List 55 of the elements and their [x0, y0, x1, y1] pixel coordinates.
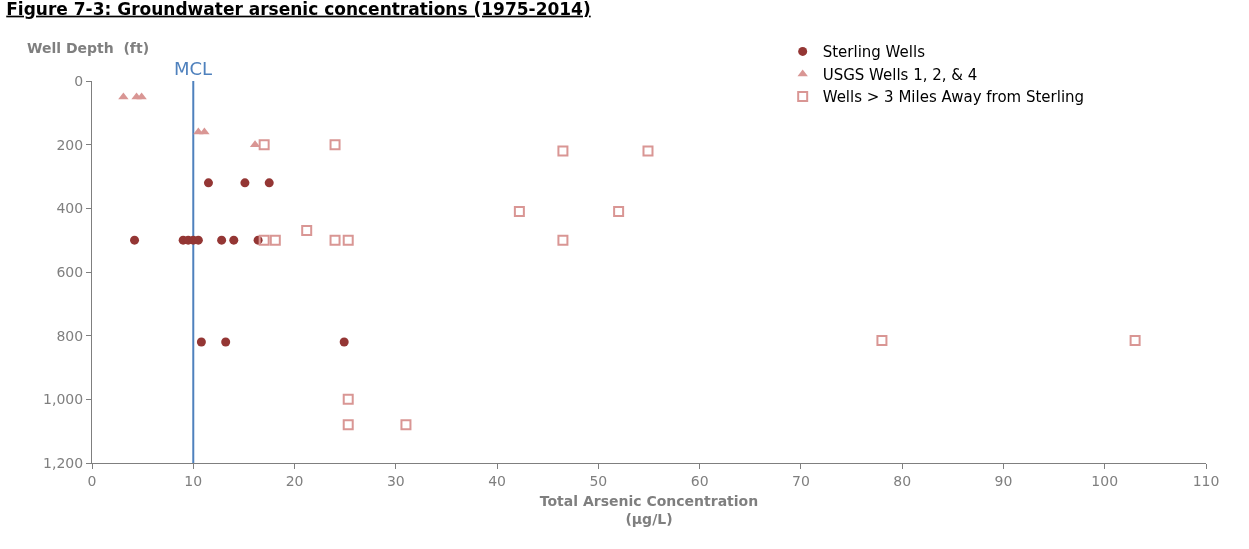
point — [269, 234, 281, 246]
x-tick-label: 40 — [488, 472, 506, 489]
point — [301, 225, 313, 237]
x-axis-title: Total Arsenic Concentration (µg/L) — [539, 493, 759, 528]
point — [557, 145, 569, 157]
point — [199, 127, 210, 135]
x-tick-label: 90 — [994, 472, 1013, 489]
x-tick-label: 60 — [690, 472, 709, 489]
point — [342, 393, 354, 405]
ref-line-label: MCL — [174, 58, 213, 79]
point — [240, 178, 250, 188]
x-tick-label: 110 — [1192, 472, 1220, 489]
x-tick-label: 70 — [792, 472, 810, 489]
y-tick-label: 400 — [56, 200, 84, 217]
point — [329, 234, 341, 246]
y-tick-label: 1,200 — [43, 454, 84, 471]
x-tick-label: 30 — [386, 472, 405, 489]
point — [613, 206, 625, 218]
point — [203, 178, 213, 188]
chart-title: Figure 7-3: Groundwater arsenic concentrations (1975-2014) — [6, 0, 591, 19]
point — [339, 337, 349, 347]
y-tick-label: 800 — [56, 327, 84, 344]
point — [342, 234, 354, 246]
x-tick-label: 80 — [893, 472, 912, 489]
point — [342, 419, 354, 431]
y-axis-title: Well Depth (ft) — [27, 40, 150, 56]
y-tick-label: 600 — [56, 263, 84, 280]
point — [400, 419, 412, 431]
point — [136, 92, 147, 100]
x-tick-label: 20 — [285, 472, 304, 489]
x-tick-label: 0 — [87, 472, 97, 489]
point — [130, 235, 140, 245]
point — [329, 139, 341, 151]
point — [557, 234, 569, 246]
y-tick-label: 0 — [74, 72, 84, 89]
point — [217, 235, 227, 245]
x-tick-label: 100 — [1091, 472, 1119, 489]
point — [229, 235, 239, 245]
point — [258, 234, 270, 246]
x-tick-label: 10 — [184, 472, 203, 489]
point — [264, 178, 274, 188]
point — [118, 92, 129, 100]
point — [642, 145, 654, 157]
legend-label: Wells > 3 Miles Away from Sterling — [822, 88, 1085, 107]
y-tick-label: 200 — [56, 136, 84, 153]
point — [258, 139, 270, 151]
point — [221, 337, 231, 347]
legend-label: Sterling Wells — [822, 43, 926, 62]
point — [196, 337, 206, 347]
legend-label: USGS Wells 1, 2, & 4 — [822, 65, 978, 84]
point — [876, 334, 888, 346]
point — [513, 206, 525, 218]
y-tick-label: 1,000 — [43, 391, 84, 408]
point — [1129, 334, 1141, 346]
x-tick-label: 50 — [589, 472, 608, 489]
